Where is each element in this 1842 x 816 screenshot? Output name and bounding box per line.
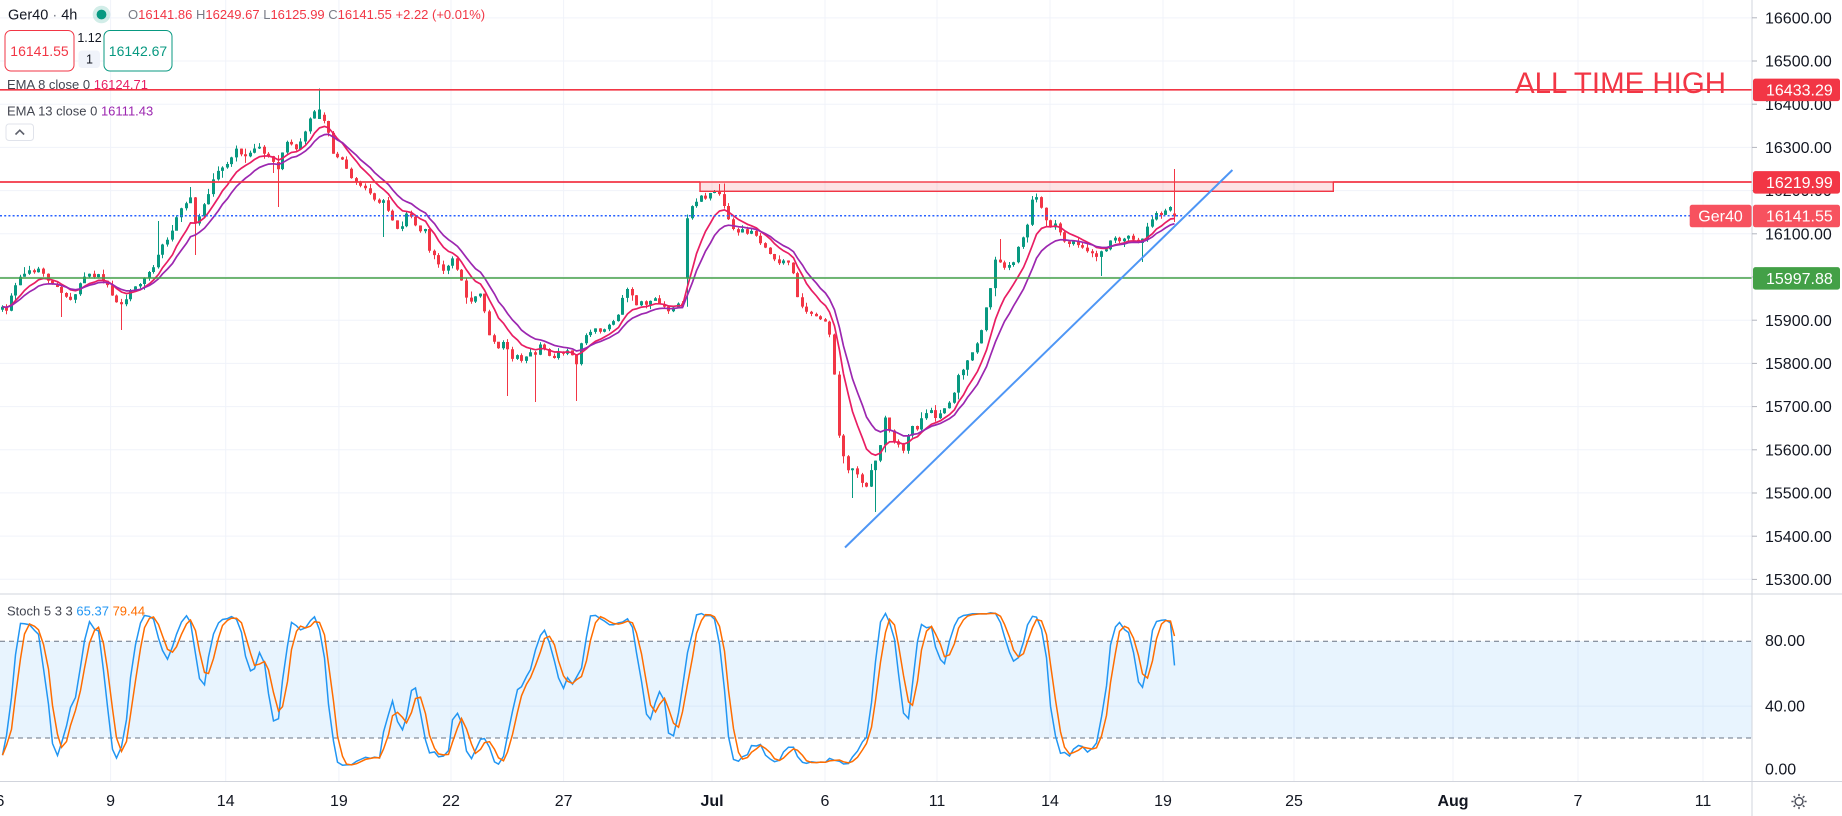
svg-text:Jul: Jul [700,793,723,810]
svg-text:1.12: 1.12 [77,31,101,45]
svg-text:6: 6 [0,793,5,810]
svg-text:15500.00: 15500.00 [1765,486,1832,503]
svg-text:15997.88: 15997.88 [1766,271,1833,288]
svg-text:15300.00: 15300.00 [1765,572,1832,589]
svg-text:22: 22 [442,793,460,810]
svg-text:11: 11 [929,793,946,810]
svg-text:6: 6 [821,793,830,810]
svg-text:ALL TIME HIGH: ALL TIME HIGH [1515,67,1726,100]
svg-text:15600.00: 15600.00 [1765,442,1832,459]
svg-text:16219.99: 16219.99 [1766,175,1833,192]
svg-text:19: 19 [1154,793,1172,810]
svg-text:Ger40: Ger40 [1698,209,1743,226]
svg-text:16433.29: 16433.29 [1766,82,1833,99]
svg-text:11: 11 [1695,793,1712,810]
svg-text:15700.00: 15700.00 [1765,399,1832,416]
svg-text:40.00: 40.00 [1765,699,1805,716]
svg-text:O16141.86 H16249.67 L16125.99: O16141.86 H16249.67 L16125.99 C16141.55 … [128,7,485,22]
svg-text:EMA 13 close 0 16111.43: EMA 13 close 0 16111.43 [7,104,153,119]
svg-text:16100.00: 16100.00 [1765,226,1832,243]
svg-text:80.00: 80.00 [1765,633,1805,650]
svg-text:16300.00: 16300.00 [1765,140,1832,157]
svg-text:7: 7 [1574,793,1583,810]
svg-text:1: 1 [86,53,93,67]
svg-text:15400.00: 15400.00 [1765,529,1832,546]
svg-text:16142.67: 16142.67 [109,43,168,59]
svg-text:16600.00: 16600.00 [1765,10,1832,27]
svg-text:Stoch 5 3 3 65.37 79.44: Stoch 5 3 3 65.37 79.44 [7,604,145,619]
svg-text:16500.00: 16500.00 [1765,54,1832,71]
svg-text:15800.00: 15800.00 [1765,356,1832,373]
svg-text:27: 27 [555,793,573,810]
svg-text:16141.55: 16141.55 [1766,209,1833,226]
svg-text:Aug: Aug [1437,793,1468,810]
svg-text:19: 19 [330,793,348,810]
svg-text:0.00: 0.00 [1765,762,1796,779]
svg-text:EMA 8 close 0 16124.71: EMA 8 close 0 16124.71 [7,77,148,92]
svg-text:14: 14 [1041,793,1059,810]
svg-text:15900.00: 15900.00 [1765,313,1832,330]
svg-text:9: 9 [106,793,115,810]
svg-text:16141.55: 16141.55 [10,43,69,59]
svg-text:Ger40 · 4h: Ger40 · 4h [8,8,77,24]
svg-text:25: 25 [1285,793,1303,810]
svg-text:14: 14 [217,793,235,810]
